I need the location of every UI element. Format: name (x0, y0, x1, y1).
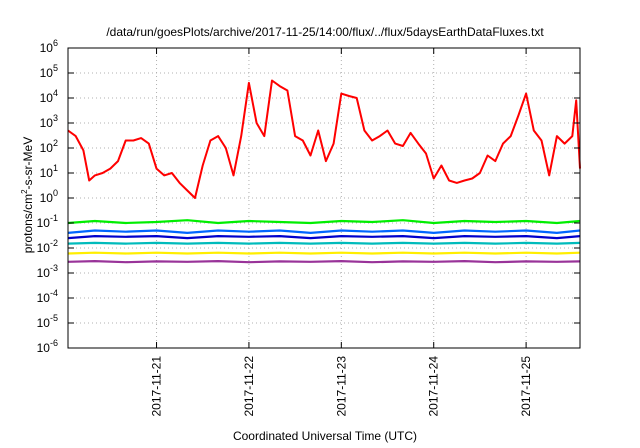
y-tick-label: 10-1 (37, 213, 58, 230)
x-axis-label: Coordinated Universal Time (UTC) (233, 429, 417, 443)
y-tick-label: 10-4 (37, 288, 58, 305)
series-line-2 (67, 219, 581, 225)
x-tick-label: 2017-11-25 (519, 356, 533, 417)
x-tick-label: 2017-11-21 (150, 356, 164, 417)
y-label-sup: 2 (20, 189, 29, 194)
grid-lines (68, 48, 580, 348)
y-tick-label: 105 (40, 63, 58, 80)
y-label-prefix: protons/cm (21, 194, 35, 253)
y-tick-label: 102 (40, 138, 58, 155)
axes (67, 47, 581, 349)
series-line-6 (67, 251, 581, 255)
series-layer (67, 79, 581, 264)
y-tick-label: 10-6 (37, 338, 58, 355)
y-tick-label: 101 (40, 163, 58, 180)
y-tick-label: 10-5 (37, 313, 58, 330)
y-axis-label: protons/cm2-s-sr-MeV (20, 137, 35, 253)
y-tick-label: 106 (40, 38, 58, 55)
series-line-3 (67, 229, 581, 234)
y-tick-label: 104 (40, 88, 58, 105)
y-tick-label: 10-3 (37, 263, 58, 280)
series-line-4 (67, 235, 581, 240)
y-axis-ticks: 10-6 10-5 10-4 10-3 10-2 10-1 100 101 102 103 104 1… (37, 38, 58, 355)
series-line-1 (67, 79, 581, 199)
series-line-5 (67, 241, 581, 245)
y-tick-label: 103 (40, 113, 58, 130)
x-tick-label: 2017-11-23 (334, 356, 348, 417)
series-line-7 (67, 260, 581, 264)
x-tick-label: 2017-11-22 (242, 356, 256, 417)
x-tick-label: 2017-11-24 (427, 356, 441, 417)
chart-title: /data/run/goesPlots/archive/2017-11-25/1… (106, 25, 544, 39)
y-tick-label: 100 (40, 188, 58, 205)
y-tick-label: 10-2 (37, 238, 58, 255)
x-axis-ticks: 2017-11-21 2017-11-22 2017-11-23 2017-11-24… (150, 356, 534, 417)
y-label-suffix: -s-sr-MeV (21, 137, 35, 190)
